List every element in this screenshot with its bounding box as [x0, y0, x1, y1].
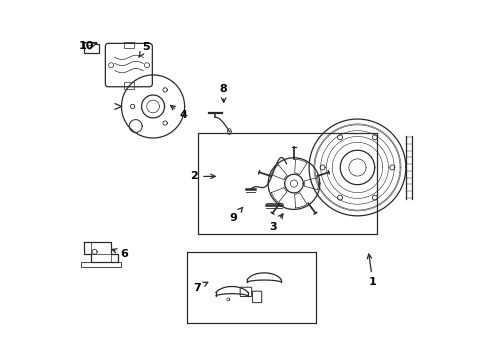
Bar: [81, 262, 121, 267]
Text: 10: 10: [79, 41, 97, 50]
Text: 3: 3: [269, 214, 283, 232]
Text: 4: 4: [170, 105, 187, 121]
Text: 5: 5: [139, 42, 149, 57]
Text: 8: 8: [220, 84, 227, 102]
Text: 6: 6: [112, 248, 128, 258]
Text: 2: 2: [190, 171, 215, 181]
Bar: [123, 82, 134, 89]
Text: 7: 7: [193, 282, 207, 293]
Text: 1: 1: [366, 254, 376, 287]
Bar: [187, 252, 316, 323]
Bar: [123, 41, 134, 48]
Bar: [198, 134, 376, 234]
Text: 9: 9: [229, 207, 242, 222]
